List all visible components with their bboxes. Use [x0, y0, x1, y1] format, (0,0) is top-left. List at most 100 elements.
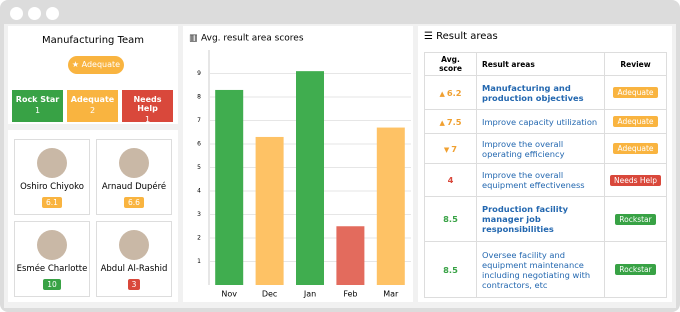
table-row: 8.5 Oversee facility and equipment mainte… — [424, 241, 667, 298]
table-row: ▲ 6.2 Manufacturing and production objecti… — [424, 75, 667, 110]
review-cell: Needs Help — [604, 163, 667, 197]
person-card[interactable]: Oshiro Chiyoko 6.1 — [14, 139, 90, 215]
bar — [215, 89, 244, 285]
table-row: ▲ 7.5 Improve capacity utilization Adequate — [424, 109, 667, 134]
review-cell: Rockstar — [604, 196, 667, 242]
review-cell: Adequate — [604, 109, 667, 134]
score-cell: ▲ 7.5 — [424, 109, 477, 134]
result-title: ☰ Result areas — [424, 31, 498, 42]
x-tick-label: Jan — [303, 290, 316, 299]
person-name: Arnaud Dupéré — [101, 182, 167, 192]
people-panel: Oshiro Chiyoko 6.1 Arnaud Dupéré 6.6 Esmée C… — [8, 130, 178, 302]
review-cell: Adequate — [604, 75, 667, 110]
chart-panel: ▥ Avg. result area scores 1 2 3 4 5 6 7 8 9 Nov De… — [183, 26, 413, 302]
score: 8.5 — [443, 214, 458, 224]
person-name: Abdul Al-Rashid — [100, 264, 168, 274]
result-table: Avg. score Result areas Review ▲ 6.2 Manufact… — [424, 52, 667, 298]
bar — [255, 136, 284, 285]
person-name: Esmée Charlotte — [16, 264, 88, 274]
y-tick-label: 6 — [197, 141, 201, 148]
header-row: Avg. score Result areas Review — [424, 52, 667, 76]
area-cell: Improve the overall operating efficiency — [476, 133, 605, 164]
count-value: 1 — [34, 106, 41, 115]
window-button[interactable] — [28, 7, 41, 20]
count-label: Adequate — [70, 95, 115, 104]
count-row: Rock Star 1 Adequate 2 Needs Help 1 — [8, 88, 178, 124]
count-label: Rock Star — [15, 95, 60, 104]
window-button[interactable] — [10, 7, 23, 20]
table-row: 4 Improve the overall equipment effective… — [424, 163, 667, 197]
y-tick-label: 7 — [197, 117, 201, 124]
review[interactable]: Adequate — [613, 87, 658, 98]
score-cell: 8.5 — [424, 196, 477, 242]
count-box: Adequate 2 — [67, 90, 118, 122]
avatar — [37, 230, 67, 260]
table-row: ▼ 7 Improve the overall operating efficien… — [424, 133, 667, 164]
x-tick-label: Nov — [221, 290, 237, 299]
avatar — [37, 148, 67, 178]
table-row: 8.5 Production facility manager job respo… — [424, 196, 667, 242]
trend-icon: ▲ — [439, 89, 445, 98]
review[interactable]: Adequate — [613, 116, 658, 127]
score: 4 — [447, 175, 454, 185]
area-cell: Oversee facility and equipment maintenan… — [476, 241, 605, 298]
column-header: Review — [604, 52, 667, 76]
x-tick-label: Mar — [383, 290, 399, 299]
y-tick-label: 8 — [197, 94, 201, 101]
review-cell: Adequate — [604, 133, 667, 164]
person-score: 10 — [43, 279, 61, 290]
avatar — [119, 148, 149, 178]
y-tick-label: 2 — [197, 235, 201, 242]
avatar — [119, 230, 149, 260]
y-tick-label: 4 — [197, 188, 201, 195]
review[interactable]: Rockstar — [615, 213, 656, 225]
chart-title: Avg. result area scores — [201, 34, 304, 44]
result-panel: ☰ Result areas Avg. score Result areas Rev… — [418, 26, 672, 302]
team-card: Manufacturing Team ★ Adequate — [8, 26, 178, 88]
y-tick-label: 3 — [197, 211, 201, 218]
window-button[interactable] — [46, 7, 59, 20]
review-cell: Rockstar — [604, 241, 667, 298]
team-title: Manufacturing Team — [41, 35, 145, 46]
team-status[interactable]: ★ Adequate — [68, 56, 124, 74]
score: 7.5 — [446, 116, 462, 127]
count-value: 2 — [89, 106, 96, 115]
trend-icon: ▲ — [439, 118, 445, 127]
area: Oversee facility and equipment maintenan… — [482, 249, 591, 290]
chart: ▥ Avg. result area scores 1 2 3 4 5 6 7 8 9 Nov De… — [189, 34, 411, 299]
person-score: 3 — [127, 279, 141, 290]
bar — [296, 71, 324, 286]
area-cell: Manufacturing and production objectives — [476, 75, 605, 110]
column-header: Result areas — [476, 52, 605, 76]
result-title-text: Result areas — [436, 31, 498, 42]
content: Manufacturing Team ★ Adequate Rock Star 1… — [4, 24, 676, 308]
trend-icon: ▼ — [443, 145, 450, 154]
count-box: Rock Star 1 — [12, 90, 63, 122]
x-tick-label: Feb — [343, 290, 357, 299]
area-cell: Production facility manager job responsi… — [476, 196, 605, 242]
y-tick-label: 9 — [197, 70, 201, 77]
x-tick-label: Dec — [262, 290, 277, 299]
person-card[interactable]: Abdul Al-Rashid 3 — [96, 221, 172, 297]
score-cell: 8.5 — [424, 241, 477, 298]
person-name: Oshiro Chiyoko — [20, 182, 84, 192]
person-card[interactable]: Arnaud Dupéré 6.6 — [96, 139, 172, 215]
chart-icon: ▥ — [189, 34, 198, 44]
score-cell: ▲ 6.2 — [424, 75, 477, 110]
score: 7 — [451, 143, 458, 154]
y-tick-label: 5 — [197, 164, 201, 171]
review[interactable]: Rockstar — [615, 264, 656, 275]
bar — [336, 226, 365, 285]
review[interactable]: Needs Help — [610, 174, 661, 186]
count-value: 1 — [144, 115, 151, 124]
area-cell: Improve the overall equipment effectiven… — [476, 163, 605, 197]
area-cell: Improve capacity utilization — [476, 109, 605, 134]
area: Manufacturing and production objectives — [482, 82, 584, 103]
review[interactable]: Adequate — [613, 143, 658, 154]
count-label: Needs Help — [133, 95, 162, 113]
score-cell: 4 — [424, 163, 477, 197]
person-card[interactable]: Esmée Charlotte 10 — [14, 221, 90, 297]
person-score: 6.6 — [124, 197, 144, 208]
area: Improve capacity utilization — [482, 116, 598, 127]
